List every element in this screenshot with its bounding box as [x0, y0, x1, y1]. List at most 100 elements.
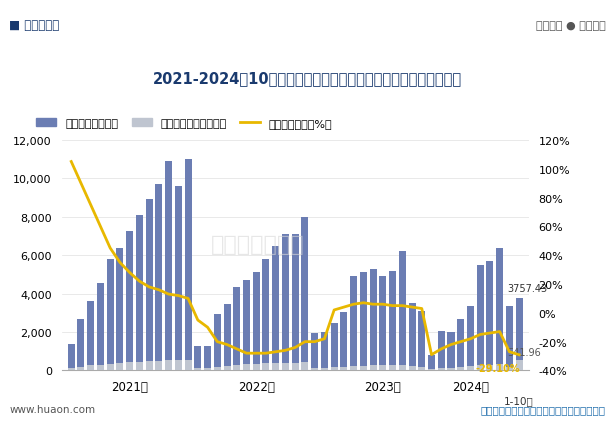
- Bar: [116, 248, 124, 371]
- Bar: [126, 232, 133, 371]
- Bar: [340, 367, 347, 371]
- Bar: [350, 277, 357, 371]
- Bar: [321, 368, 328, 371]
- Bar: [486, 261, 493, 371]
- Bar: [77, 319, 84, 371]
- Bar: [214, 367, 221, 371]
- Bar: [184, 160, 192, 371]
- Bar: [175, 187, 182, 371]
- Bar: [263, 363, 269, 371]
- Bar: [282, 234, 289, 371]
- Text: 2021-2024年10月四川省房地产商品住宅及商品住宅现房销售面积: 2021-2024年10月四川省房地产商品住宅及商品住宅现房销售面积: [153, 71, 462, 86]
- Text: ■ 华经情报网: ■ 华经情报网: [9, 19, 60, 32]
- Bar: [106, 364, 114, 371]
- Bar: [379, 277, 386, 371]
- Bar: [438, 331, 445, 371]
- Legend: 商品住宅（万㎡）, 商品住宅现房（万㎡）, 商品住宅增速（%）: 商品住宅（万㎡）, 商品住宅现房（万㎡）, 商品住宅增速（%）: [36, 118, 333, 129]
- Text: -29.10%: -29.10%: [475, 363, 520, 374]
- Bar: [360, 272, 367, 371]
- Bar: [116, 363, 124, 371]
- Text: 专业严谨 ● 客观科学: 专业严谨 ● 客观科学: [536, 20, 606, 31]
- Text: 1-10月: 1-10月: [504, 395, 534, 406]
- Bar: [477, 265, 484, 371]
- Bar: [399, 252, 406, 371]
- Bar: [184, 360, 192, 371]
- Bar: [194, 345, 201, 371]
- Bar: [204, 368, 211, 371]
- Bar: [408, 366, 416, 371]
- Bar: [272, 246, 279, 371]
- Bar: [223, 305, 231, 371]
- Bar: [477, 365, 484, 371]
- Bar: [515, 299, 523, 371]
- Bar: [448, 368, 454, 371]
- Bar: [496, 365, 503, 371]
- Bar: [350, 366, 357, 371]
- Bar: [340, 312, 347, 371]
- Bar: [370, 269, 376, 371]
- Bar: [97, 283, 104, 371]
- Bar: [282, 363, 289, 371]
- Bar: [331, 324, 338, 371]
- Bar: [301, 217, 309, 371]
- Bar: [214, 314, 221, 371]
- Bar: [457, 319, 464, 371]
- Text: 华经产业研究院: 华经产业研究院: [211, 234, 304, 254]
- Bar: [506, 367, 513, 371]
- Bar: [311, 368, 318, 371]
- Bar: [515, 360, 523, 371]
- Bar: [156, 361, 162, 371]
- Bar: [418, 367, 426, 371]
- Bar: [448, 332, 454, 371]
- Bar: [243, 365, 250, 371]
- Bar: [233, 287, 240, 371]
- Bar: [311, 333, 318, 371]
- Bar: [292, 363, 299, 371]
- Bar: [146, 361, 153, 371]
- Bar: [87, 302, 94, 371]
- Bar: [428, 369, 435, 371]
- Bar: [253, 364, 260, 371]
- Bar: [370, 366, 376, 371]
- Bar: [87, 365, 94, 371]
- Bar: [194, 368, 201, 371]
- Bar: [321, 332, 328, 371]
- Bar: [243, 280, 250, 371]
- Bar: [496, 249, 503, 371]
- Bar: [77, 367, 84, 371]
- Bar: [165, 360, 172, 371]
- Bar: [418, 311, 426, 371]
- Bar: [438, 368, 445, 371]
- Bar: [457, 367, 464, 371]
- Bar: [223, 366, 231, 371]
- Bar: [106, 259, 114, 371]
- Bar: [68, 368, 75, 371]
- Bar: [467, 366, 474, 371]
- Bar: [389, 271, 396, 371]
- Bar: [253, 272, 260, 371]
- Bar: [331, 368, 338, 371]
- Text: 3757.43: 3757.43: [507, 283, 547, 293]
- Bar: [408, 303, 416, 371]
- Bar: [379, 365, 386, 371]
- Bar: [301, 363, 309, 371]
- Bar: [97, 365, 104, 371]
- Bar: [165, 161, 172, 371]
- Bar: [204, 347, 211, 371]
- Bar: [272, 363, 279, 371]
- Text: 数据来源：国家统计局；华经产业研究院整理: 数据来源：国家统计局；华经产业研究院整理: [481, 404, 606, 414]
- Bar: [126, 363, 133, 371]
- Bar: [428, 355, 435, 371]
- Bar: [486, 365, 493, 371]
- Text: 541.96: 541.96: [507, 347, 541, 357]
- Bar: [506, 306, 513, 371]
- Bar: [389, 365, 396, 371]
- Bar: [399, 365, 406, 371]
- Bar: [233, 365, 240, 371]
- Bar: [136, 215, 143, 371]
- Bar: [68, 344, 75, 371]
- Bar: [175, 361, 182, 371]
- Text: www.huaon.com: www.huaon.com: [9, 404, 95, 414]
- Bar: [146, 200, 153, 371]
- Bar: [156, 184, 162, 371]
